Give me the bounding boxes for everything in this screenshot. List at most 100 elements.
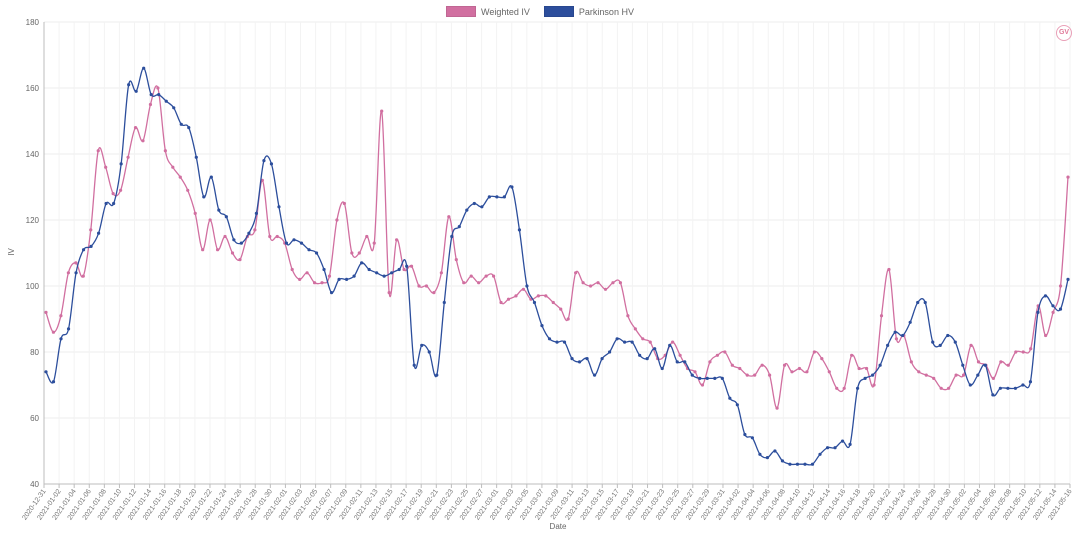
data-point-parkinson-hv[interactable]: [638, 353, 642, 357]
data-point-parkinson-hv[interactable]: [164, 99, 168, 103]
data-point-weighted-iv[interactable]: [857, 366, 861, 371]
data-point-parkinson-hv[interactable]: [893, 330, 897, 334]
data-point-parkinson-hv[interactable]: [668, 343, 672, 347]
data-point-parkinson-hv[interactable]: [465, 208, 469, 212]
data-point-weighted-iv[interactable]: [864, 366, 869, 371]
data-point-parkinson-hv[interactable]: [74, 271, 78, 275]
data-point-parkinson-hv[interactable]: [577, 360, 582, 364]
data-point-parkinson-hv[interactable]: [998, 386, 1002, 390]
data-point-parkinson-hv[interactable]: [931, 340, 935, 344]
data-point-weighted-iv[interactable]: [81, 274, 85, 278]
data-point-weighted-iv[interactable]: [738, 366, 742, 371]
data-point-parkinson-hv[interactable]: [480, 205, 484, 209]
data-point-parkinson-hv[interactable]: [81, 248, 86, 252]
data-point-parkinson-hv[interactable]: [848, 442, 852, 446]
data-point-parkinson-hv[interactable]: [833, 446, 837, 450]
data-point-weighted-iv[interactable]: [820, 357, 824, 361]
data-point-parkinson-hv[interactable]: [352, 274, 356, 278]
legend-item-parkinson-hv[interactable]: Parkinson HV: [543, 6, 634, 17]
data-point-parkinson-hv[interactable]: [871, 373, 875, 377]
data-point-parkinson-hv[interactable]: [713, 376, 717, 380]
data-point-weighted-iv[interactable]: [491, 274, 496, 278]
data-point-weighted-iv[interactable]: [723, 350, 727, 354]
data-point-weighted-iv[interactable]: [290, 267, 294, 272]
data-point-parkinson-hv[interactable]: [735, 403, 739, 407]
data-point-parkinson-hv[interactable]: [592, 373, 597, 377]
data-point-weighted-iv[interactable]: [835, 386, 839, 390]
data-point-weighted-iv[interactable]: [275, 234, 279, 239]
data-point-parkinson-hv[interactable]: [390, 271, 394, 275]
data-point-parkinson-hv[interactable]: [547, 337, 552, 341]
data-point-weighted-iv[interactable]: [96, 149, 100, 153]
data-point-weighted-iv[interactable]: [782, 363, 787, 367]
data-point-weighted-iv[interactable]: [409, 264, 414, 268]
data-point-parkinson-hv[interactable]: [976, 373, 980, 377]
data-point-weighted-iv[interactable]: [111, 192, 115, 196]
data-point-weighted-iv[interactable]: [402, 267, 406, 272]
data-point-weighted-iv[interactable]: [126, 155, 130, 159]
data-point-parkinson-hv[interactable]: [750, 436, 754, 440]
data-point-weighted-iv[interactable]: [812, 350, 816, 354]
data-point-parkinson-hv[interactable]: [630, 340, 634, 344]
data-point-weighted-iv[interactable]: [991, 376, 996, 380]
data-point-weighted-iv[interactable]: [365, 234, 369, 239]
data-point-parkinson-hv[interactable]: [562, 340, 567, 344]
data-point-parkinson-hv[interactable]: [555, 340, 559, 344]
data-point-parkinson-hv[interactable]: [472, 201, 476, 206]
data-point-weighted-iv[interactable]: [917, 370, 921, 374]
data-point-weighted-iv[interactable]: [1021, 350, 1025, 354]
data-point-weighted-iv[interactable]: [514, 294, 518, 298]
data-point-weighted-iv[interactable]: [499, 300, 503, 305]
data-point-parkinson-hv[interactable]: [179, 122, 183, 126]
data-point-parkinson-hv[interactable]: [442, 300, 446, 305]
data-point-parkinson-hv[interactable]: [532, 300, 537, 305]
data-point-parkinson-hv[interactable]: [397, 267, 401, 272]
data-point-weighted-iv[interactable]: [133, 126, 138, 130]
data-point-parkinson-hv[interactable]: [923, 300, 927, 305]
data-point-weighted-iv[interactable]: [201, 248, 205, 252]
data-point-weighted-iv[interactable]: [648, 340, 652, 344]
data-point-weighted-iv[interactable]: [89, 228, 93, 232]
data-point-parkinson-hv[interactable]: [375, 271, 379, 275]
data-point-parkinson-hv[interactable]: [1028, 380, 1033, 384]
data-point-parkinson-hv[interactable]: [1013, 386, 1018, 390]
data-point-weighted-iv[interactable]: [506, 297, 511, 301]
data-point-parkinson-hv[interactable]: [803, 462, 807, 466]
data-point-weighted-iv[interactable]: [544, 294, 548, 298]
data-point-weighted-iv[interactable]: [1029, 347, 1033, 351]
data-point-parkinson-hv[interactable]: [901, 333, 905, 338]
data-point-parkinson-hv[interactable]: [720, 376, 724, 380]
data-point-parkinson-hv[interactable]: [510, 185, 514, 189]
data-point-parkinson-hv[interactable]: [983, 363, 987, 367]
data-point-weighted-iv[interactable]: [879, 314, 884, 318]
data-point-weighted-iv[interactable]: [827, 370, 831, 374]
data-point-weighted-iv[interactable]: [768, 373, 772, 377]
data-point-weighted-iv[interactable]: [156, 86, 160, 90]
data-point-weighted-iv[interactable]: [887, 267, 891, 272]
data-point-weighted-iv[interactable]: [171, 165, 175, 169]
data-point-parkinson-hv[interactable]: [89, 244, 93, 248]
data-point-parkinson-hv[interactable]: [765, 456, 770, 460]
data-point-weighted-iv[interactable]: [208, 218, 212, 222]
data-point-weighted-iv[interactable]: [894, 337, 899, 341]
data-point-parkinson-hv[interactable]: [878, 363, 882, 367]
data-point-parkinson-hv[interactable]: [112, 201, 116, 206]
data-point-parkinson-hv[interactable]: [683, 360, 687, 364]
data-point-weighted-iv[interactable]: [148, 102, 153, 107]
data-point-parkinson-hv[interactable]: [863, 376, 867, 380]
data-point-weighted-iv[interactable]: [633, 327, 637, 331]
data-point-weighted-iv[interactable]: [387, 291, 391, 295]
data-point-weighted-iv[interactable]: [850, 353, 854, 357]
data-point-weighted-iv[interactable]: [760, 363, 764, 367]
data-point-weighted-iv[interactable]: [909, 360, 913, 364]
data-point-weighted-iv[interactable]: [596, 281, 600, 285]
data-point-weighted-iv[interactable]: [1044, 333, 1048, 338]
data-point-weighted-iv[interactable]: [745, 373, 749, 377]
data-point-parkinson-hv[interactable]: [788, 462, 792, 466]
data-point-parkinson-hv[interactable]: [202, 195, 206, 199]
data-point-weighted-iv[interactable]: [298, 277, 302, 281]
data-point-weighted-iv[interactable]: [178, 175, 182, 179]
data-point-weighted-iv[interactable]: [775, 406, 779, 410]
data-point-parkinson-hv[interactable]: [758, 452, 762, 456]
data-point-weighted-iv[interactable]: [312, 281, 317, 285]
